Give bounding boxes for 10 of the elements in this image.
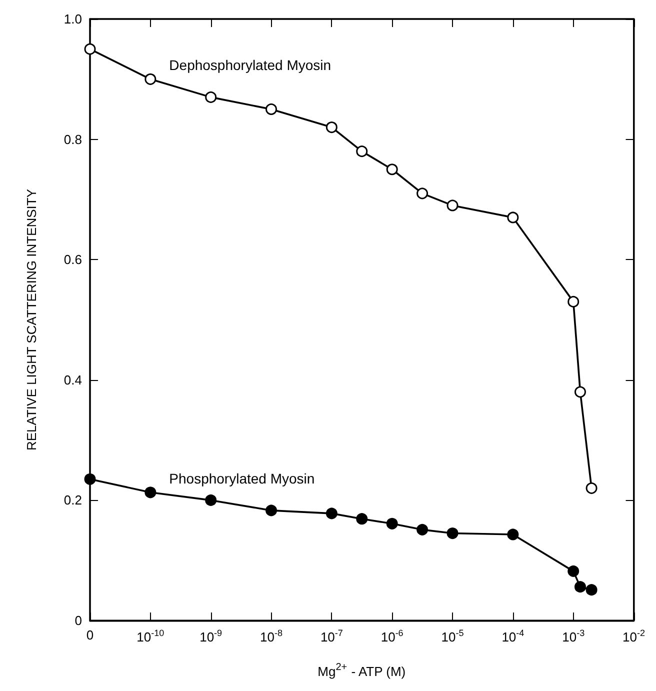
- y-tick-label: 0: [74, 613, 82, 628]
- y-tick-label: 1.0: [64, 12, 82, 26]
- y-tick-label: 0.6: [64, 252, 82, 268]
- y-axis-title: RELATIVE LIGHT SCATTERING INTENSITY: [24, 188, 39, 450]
- y-tick-label: 0.2: [64, 492, 82, 508]
- series-label: Phosphorylated Myosin: [169, 470, 315, 486]
- x-tick-label: 0: [86, 628, 94, 642]
- y-tick-label: 0.4: [64, 372, 82, 388]
- y-tick-label: 0.8: [64, 132, 82, 147]
- series-label: Dephosphorylated Myosin: [169, 57, 332, 74]
